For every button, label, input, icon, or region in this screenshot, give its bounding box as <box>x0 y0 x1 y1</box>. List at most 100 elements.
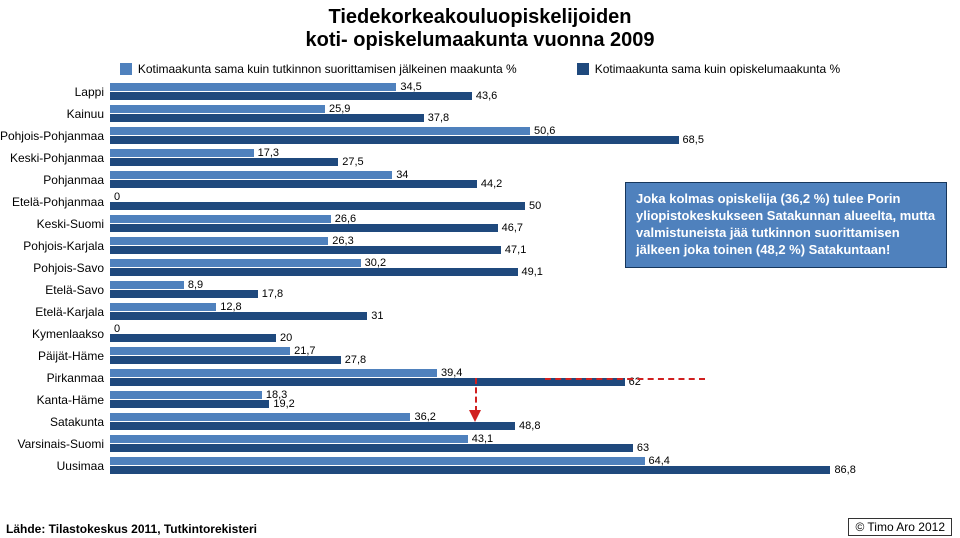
value-label-1: 12,8 <box>220 301 241 313</box>
bar-series-1 <box>110 281 184 289</box>
arrow-vertical <box>475 378 477 412</box>
value-label-2: 19,2 <box>273 398 294 410</box>
chart-row: Varsinais-Suomi43,163 <box>110 434 940 454</box>
legend-swatch-1 <box>120 63 132 75</box>
bar-series-2 <box>110 202 525 210</box>
value-label-2: 31 <box>371 310 383 322</box>
bar-series-1 <box>110 127 530 135</box>
bar-series-1 <box>110 215 331 223</box>
category-label: Etelä-Savo <box>0 280 110 300</box>
value-label-2: 46,7 <box>502 222 523 234</box>
bar-series-2 <box>110 356 341 364</box>
callout-box: Joka kolmas opiskelija (36,2 %) tulee Po… <box>625 182 947 268</box>
chart-row: Kainuu25,937,8 <box>110 104 940 124</box>
source-label: Lähde: Tilastokeskus 2011, Tutkintorekis… <box>6 522 257 536</box>
value-label-1: 0 <box>114 191 120 203</box>
bar-series-2 <box>110 422 515 430</box>
bar-series-1 <box>110 171 392 179</box>
bar-series-2 <box>110 334 276 342</box>
bar-series-1 <box>110 83 396 91</box>
bar-series-2 <box>110 400 269 408</box>
value-label-1: 25,9 <box>329 103 350 115</box>
value-label-2: 37,8 <box>428 112 449 124</box>
chart-row: Kymenlaakso020 <box>110 324 940 344</box>
value-label-1: 26,6 <box>335 213 356 225</box>
chart-row: Pohjois-Pohjanmaa50,668,5 <box>110 126 940 146</box>
value-label-1: 43,1 <box>472 433 493 445</box>
page-root: Tiedekorkeakouluopiskelijoiden koti- opi… <box>0 0 960 538</box>
category-label: Kainuu <box>0 104 110 124</box>
bar-series-2 <box>110 136 679 144</box>
legend-label-2: Kotimaakunta sama kuin opiskelumaakunta … <box>595 62 840 76</box>
value-label-2: 43,6 <box>476 90 497 102</box>
value-label-2: 27,5 <box>342 156 363 168</box>
chart-row: Etelä-Karjala12,831 <box>110 302 940 322</box>
bar-series-1 <box>110 435 468 443</box>
category-label: Pohjois-Karjala <box>0 236 110 256</box>
value-label-1: 64,4 <box>649 455 670 467</box>
bar-series-2 <box>110 180 477 188</box>
value-label-1: 34,5 <box>400 81 421 93</box>
legend: Kotimaakunta sama kuin tutkinnon suoritt… <box>0 52 960 82</box>
value-label-2: 63 <box>637 442 649 454</box>
arrow-head-icon <box>469 410 481 422</box>
chart-row: Satakunta36,248,8 <box>110 412 940 432</box>
bar-series-2 <box>110 444 633 452</box>
value-label-1: 0 <box>114 323 120 335</box>
title-line-2: koti- opiskelumaakunta vuonna 2009 <box>306 29 655 51</box>
value-label-1: 26,3 <box>332 235 353 247</box>
value-label-2: 20 <box>280 332 292 344</box>
bar-series-2 <box>110 312 367 320</box>
bar-series-1 <box>110 457 645 465</box>
bar-series-1 <box>110 413 410 421</box>
bar-series-2 <box>110 268 518 276</box>
callout-text: Joka kolmas opiskelija (36,2 %) tulee Po… <box>636 191 935 257</box>
bar-series-2 <box>110 224 498 232</box>
value-label-2: 50 <box>529 200 541 212</box>
value-label-2: 49,1 <box>522 266 543 278</box>
bar-series-1 <box>110 237 328 245</box>
chart-row: Etelä-Savo8,917,8 <box>110 280 940 300</box>
value-label-1: 39,4 <box>441 367 462 379</box>
bar-series-2 <box>110 92 472 100</box>
category-label: Pohjanmaa <box>0 170 110 190</box>
category-label: Kanta-Häme <box>0 390 110 410</box>
bar-series-1 <box>110 303 216 311</box>
bar-series-1 <box>110 149 254 157</box>
category-label: Uusimaa <box>0 456 110 476</box>
bar-series-2 <box>110 466 830 474</box>
arrow-horizontal <box>545 378 705 380</box>
chart-row: Kanta-Häme18,319,2 <box>110 390 940 410</box>
value-label-2: 68,5 <box>683 134 704 146</box>
legend-item-2: Kotimaakunta sama kuin opiskelumaakunta … <box>577 62 840 76</box>
value-label-1: 34 <box>396 169 408 181</box>
category-label: Keski-Suomi <box>0 214 110 234</box>
bar-series-1 <box>110 347 290 355</box>
value-label-2: 17,8 <box>262 288 283 300</box>
value-label-2: 27,8 <box>345 354 366 366</box>
chart-title: Tiedekorkeakouluopiskelijoiden koti- opi… <box>0 0 960 52</box>
value-label-2: 86,8 <box>834 464 855 476</box>
chart-row: Päijät-Häme21,727,8 <box>110 346 940 366</box>
chart-row: Pirkanmaa39,462 <box>110 368 940 388</box>
bar-series-1 <box>110 105 325 113</box>
category-label: Etelä-Pohjanmaa <box>0 192 110 212</box>
value-label-2: 44,2 <box>481 178 502 190</box>
legend-label-1: Kotimaakunta sama kuin tutkinnon suoritt… <box>138 62 517 76</box>
value-label-2: 47,1 <box>505 244 526 256</box>
value-label-1: 36,2 <box>414 411 435 423</box>
value-label-1: 50,6 <box>534 125 555 137</box>
value-label-1: 21,7 <box>294 345 315 357</box>
chart-row: Lappi34,543,6 <box>110 82 940 102</box>
bar-series-2 <box>110 158 338 166</box>
category-label: Keski-Pohjanmaa <box>0 148 110 168</box>
category-label: Varsinais-Suomi <box>0 434 110 454</box>
chart-area: Lappi34,543,6Kainuu25,937,8Pohjois-Pohja… <box>110 82 940 492</box>
bar-series-1 <box>110 259 361 267</box>
category-label: Pirkanmaa <box>0 368 110 388</box>
legend-swatch-2 <box>577 63 589 75</box>
chart-row: Uusimaa64,486,8 <box>110 456 940 476</box>
bar-series-1 <box>110 369 437 377</box>
category-label: Pohjois-Pohjanmaa <box>0 126 110 146</box>
category-label: Kymenlaakso <box>0 324 110 344</box>
